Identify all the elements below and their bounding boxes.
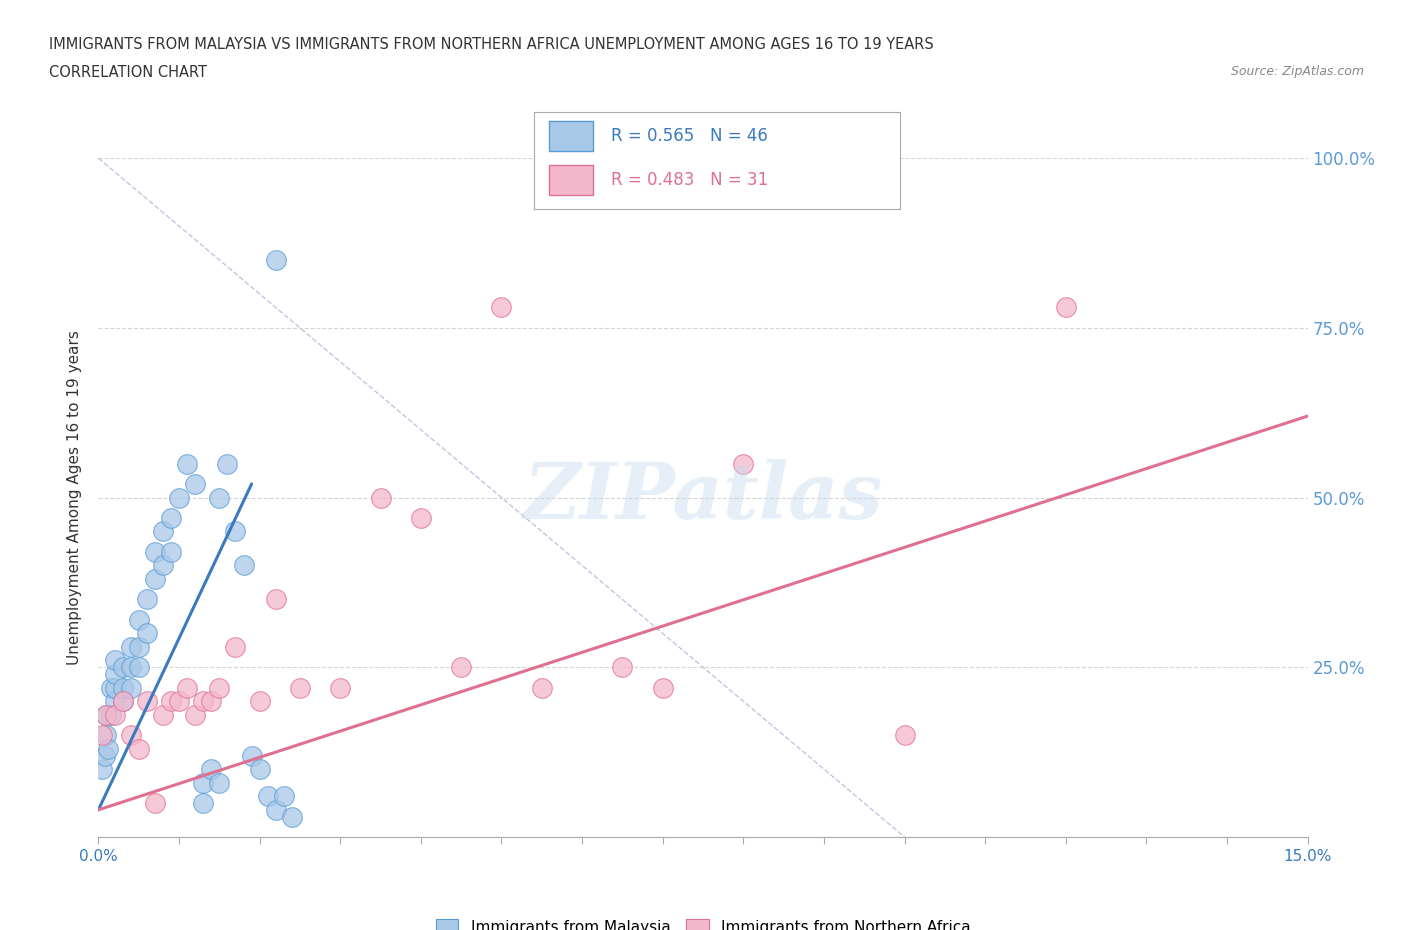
Point — [103, 680, 125, 695]
Point — [100, 680, 122, 695]
Point — [135, 694, 157, 709]
Point — [232, 558, 254, 573]
Point — [143, 544, 166, 559]
Point — [200, 762, 222, 777]
Point — [200, 694, 222, 709]
Bar — [548, 166, 593, 194]
Point — [208, 680, 231, 695]
Point — [249, 694, 271, 709]
Point — [256, 789, 278, 804]
Point — [128, 612, 150, 627]
Point — [160, 544, 183, 559]
Point — [450, 660, 472, 675]
Point — [160, 511, 183, 525]
Text: IMMIGRANTS FROM MALAYSIA VS IMMIGRANTS FROM NORTHERN AFRICA UNEMPLOYMENT AMONG A: IMMIGRANTS FROM MALAYSIA VS IMMIGRANTS F… — [49, 37, 934, 52]
Point — [733, 457, 755, 472]
Point — [288, 680, 311, 695]
Text: R = 0.483   N = 31: R = 0.483 N = 31 — [612, 171, 768, 189]
Text: CORRELATION CHART: CORRELATION CHART — [49, 65, 207, 80]
Point — [152, 708, 174, 723]
Point — [152, 558, 174, 573]
Point — [240, 748, 263, 763]
Point — [264, 253, 287, 268]
Bar — [548, 122, 593, 151]
Point — [217, 457, 239, 472]
Point — [96, 708, 118, 723]
Point — [97, 741, 120, 756]
Y-axis label: Unemployment Among Ages 16 to 19 years: Unemployment Among Ages 16 to 19 years — [67, 330, 83, 665]
Legend: Immigrants from Malaysia, Immigrants from Northern Africa: Immigrants from Malaysia, Immigrants fro… — [429, 912, 977, 930]
Point — [120, 727, 142, 742]
Point — [224, 525, 246, 539]
Text: ZIPatlas: ZIPatlas — [523, 459, 883, 536]
Point — [120, 640, 142, 655]
Point — [167, 694, 190, 709]
Point — [96, 727, 118, 742]
Point — [264, 803, 287, 817]
Text: Source: ZipAtlas.com: Source: ZipAtlas.com — [1230, 65, 1364, 78]
Point — [128, 741, 150, 756]
Point — [111, 660, 134, 675]
Point — [184, 476, 207, 491]
Point — [103, 653, 125, 668]
Point — [103, 667, 125, 682]
Point — [160, 694, 183, 709]
Point — [208, 490, 231, 505]
Point — [143, 572, 166, 587]
Text: R = 0.565   N = 46: R = 0.565 N = 46 — [612, 127, 768, 145]
Point — [612, 660, 634, 675]
Point — [91, 762, 114, 777]
Point — [264, 592, 287, 607]
Point — [128, 660, 150, 675]
Point — [184, 708, 207, 723]
Point — [96, 708, 118, 723]
Point — [135, 626, 157, 641]
Point — [176, 680, 198, 695]
Point — [224, 640, 246, 655]
Point — [167, 490, 190, 505]
Point — [111, 680, 134, 695]
Point — [176, 457, 198, 472]
Point — [103, 694, 125, 709]
Point — [409, 511, 432, 525]
Point — [152, 525, 174, 539]
Point — [273, 789, 295, 804]
Point — [128, 640, 150, 655]
Point — [208, 776, 231, 790]
Point — [100, 708, 122, 723]
Point — [249, 762, 271, 777]
Point — [193, 694, 215, 709]
Point — [111, 694, 134, 709]
Point — [491, 300, 513, 315]
Point — [111, 694, 134, 709]
Point — [193, 796, 215, 811]
Point — [370, 490, 392, 505]
Point — [329, 680, 352, 695]
Point — [135, 592, 157, 607]
Point — [120, 680, 142, 695]
Point — [281, 809, 304, 824]
Point — [1054, 300, 1077, 315]
Point — [94, 748, 117, 763]
Point — [530, 680, 553, 695]
Point — [91, 727, 114, 742]
Point — [103, 708, 125, 723]
Point — [651, 680, 673, 695]
Point — [893, 727, 915, 742]
Point — [120, 660, 142, 675]
Point — [193, 776, 215, 790]
Point — [143, 796, 166, 811]
